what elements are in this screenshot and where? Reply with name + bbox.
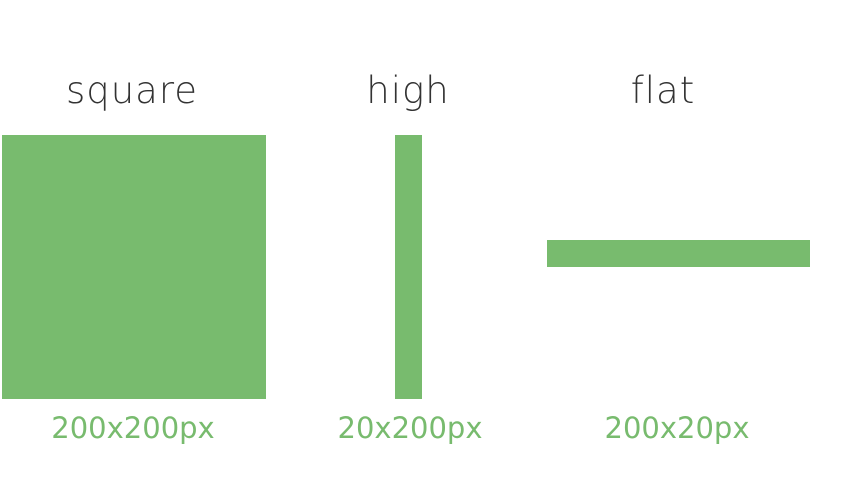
flat-shape <box>547 240 810 267</box>
high-dimensions-label: 20x200px <box>337 411 483 445</box>
high-shape <box>395 135 422 399</box>
high-title: high <box>366 69 450 112</box>
flat-dimensions-label: 200x20px <box>604 411 750 445</box>
square-dimensions-label: 200x200px <box>51 411 215 445</box>
square-title: square <box>65 69 199 112</box>
flat-title: flat <box>630 69 696 112</box>
square-shape <box>2 135 266 399</box>
